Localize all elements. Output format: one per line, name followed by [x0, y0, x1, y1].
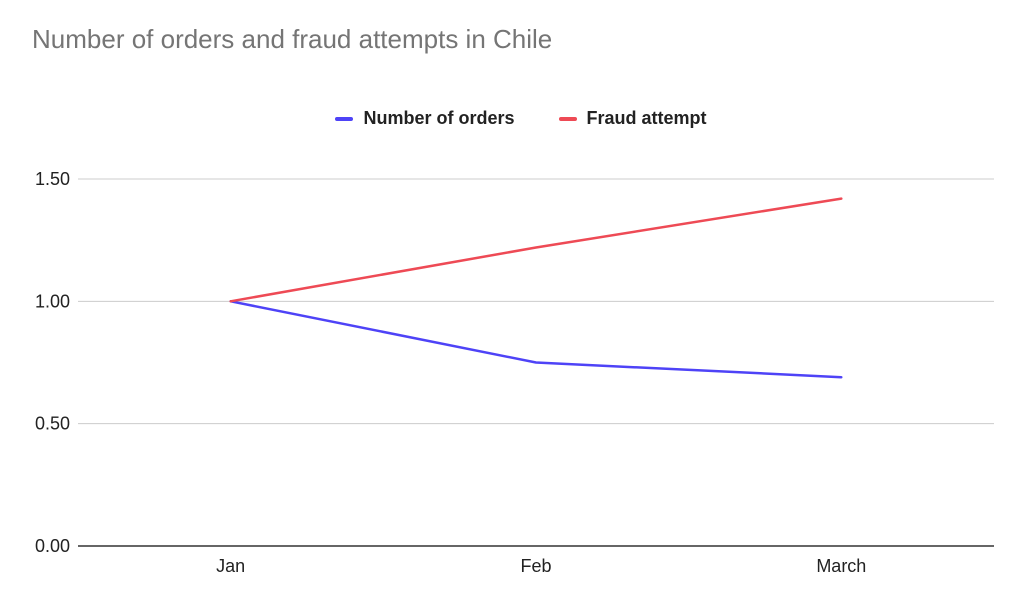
- legend-item-fraud: Fraud attempt: [541, 108, 707, 129]
- series-line-fraud: [229, 197, 843, 303]
- y-tick-label: 0.00: [35, 536, 70, 556]
- legend-item-orders: Number of orders: [317, 108, 515, 129]
- chart-title: Number of orders and fraud attempts in C…: [32, 24, 553, 54]
- x-tick-label: Jan: [216, 556, 245, 576]
- y-tick-label: 1.50: [35, 169, 70, 189]
- legend-label-orders: Number of orders: [363, 108, 515, 128]
- legend-swatch-fraud: [558, 116, 577, 121]
- legend-label-fraud: Fraud attempt: [586, 108, 707, 128]
- y-tick-label: 0.50: [35, 414, 70, 434]
- x-tick-label: Feb: [520, 556, 551, 576]
- y-tick-label: 1.00: [35, 291, 70, 311]
- legend: Number of orders Fraud attempt: [0, 108, 1024, 129]
- x-tick-label: March: [816, 556, 866, 576]
- legend-swatch-orders: [335, 116, 354, 121]
- series-line-orders: [229, 300, 843, 379]
